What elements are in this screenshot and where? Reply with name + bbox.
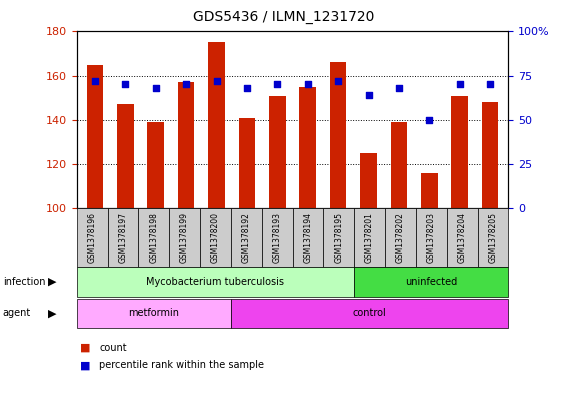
Text: ■: ■ (80, 343, 90, 353)
Bar (421, 173, 438, 208)
Text: ▶: ▶ (48, 277, 56, 287)
Text: GSM1378204: GSM1378204 (458, 212, 466, 263)
Text: infection: infection (3, 277, 45, 287)
Bar (208, 42, 225, 208)
Text: agent: agent (3, 309, 31, 318)
Bar (330, 62, 346, 208)
Bar (391, 122, 407, 208)
Text: GSM1378196: GSM1378196 (87, 212, 97, 263)
Bar (452, 95, 468, 208)
Bar (117, 105, 133, 208)
Point (121, 81, 130, 88)
Text: control: control (353, 309, 386, 318)
Point (394, 85, 403, 91)
Bar (178, 82, 194, 208)
Text: GSM1378192: GSM1378192 (242, 212, 250, 263)
Text: GSM1378195: GSM1378195 (335, 212, 343, 263)
Text: GSM1378202: GSM1378202 (396, 212, 405, 263)
Text: ▶: ▶ (48, 309, 56, 318)
Text: count: count (99, 343, 127, 353)
Point (90, 78, 99, 84)
Point (243, 85, 252, 91)
Text: GSM1378199: GSM1378199 (180, 212, 189, 263)
Point (212, 78, 221, 84)
Text: uninfected: uninfected (405, 277, 457, 287)
Bar (269, 95, 286, 208)
Text: GSM1378193: GSM1378193 (273, 212, 282, 263)
Bar (147, 122, 164, 208)
Bar (360, 153, 377, 208)
Text: GSM1378194: GSM1378194 (303, 212, 312, 263)
Bar (86, 64, 103, 208)
Text: metformin: metformin (128, 309, 179, 318)
Point (425, 117, 434, 123)
Text: ■: ■ (80, 360, 90, 371)
Point (151, 85, 160, 91)
Point (364, 92, 373, 98)
Text: GSM1378203: GSM1378203 (427, 212, 436, 263)
Point (182, 81, 191, 88)
Text: GSM1378205: GSM1378205 (488, 212, 498, 263)
Point (333, 78, 343, 84)
Text: percentile rank within the sample: percentile rank within the sample (99, 360, 264, 371)
Text: GDS5436 / ILMN_1231720: GDS5436 / ILMN_1231720 (193, 10, 375, 24)
Text: GSM1378201: GSM1378201 (365, 212, 374, 263)
Text: GSM1378197: GSM1378197 (119, 212, 127, 263)
Bar (299, 87, 316, 208)
Point (455, 81, 464, 88)
Bar (482, 102, 499, 208)
Text: GSM1378200: GSM1378200 (211, 212, 220, 263)
Point (273, 81, 282, 88)
Point (303, 81, 312, 88)
Text: Mycobacterium tuberculosis: Mycobacterium tuberculosis (147, 277, 285, 287)
Bar (239, 118, 255, 208)
Point (486, 81, 495, 88)
Text: GSM1378198: GSM1378198 (149, 212, 158, 263)
